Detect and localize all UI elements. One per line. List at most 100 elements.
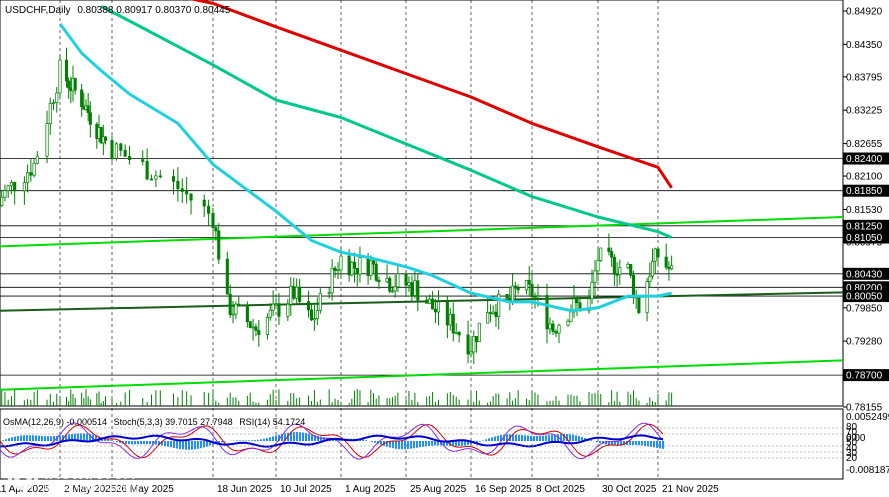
osma-bar (263, 438, 265, 441)
level-label: 0.80050 (846, 292, 883, 303)
osma-bar (29, 435, 31, 441)
candle-body (513, 285, 517, 289)
osma-bar (431, 441, 433, 446)
osma-bar (632, 441, 634, 446)
horizontal-levels (0, 158, 843, 376)
osma-bar (533, 435, 535, 441)
osma-bar (299, 432, 301, 441)
candle-body (6, 185, 10, 191)
osma-bar (317, 435, 319, 441)
osma-bar (2, 440, 4, 441)
osma-bar (503, 434, 505, 441)
level-label: 0.81850 (846, 186, 883, 197)
candle-body (228, 293, 232, 315)
osma-bar (662, 441, 664, 449)
candle-body (587, 298, 591, 312)
osma-bar (536, 436, 538, 441)
candle-body (650, 260, 655, 277)
osma-bar (380, 441, 382, 445)
osma-bar (8, 438, 10, 441)
osma-bar (38, 435, 40, 441)
osma-bar (284, 433, 286, 441)
osma-bar (260, 439, 262, 441)
candle-body (457, 332, 461, 336)
candle-body (557, 324, 561, 334)
x-tick-label: 1 Aug 2025 (345, 484, 396, 495)
candle-body (407, 282, 411, 286)
candle-body (599, 247, 603, 261)
x-tick-label: 16 Sep 2025 (475, 484, 532, 495)
osma-bar (35, 435, 37, 441)
candle-body (9, 182, 13, 187)
osma-bar (86, 433, 88, 441)
ema50-line (58, 23, 672, 313)
osma-bar (491, 437, 493, 441)
osma-bar (485, 439, 487, 441)
osma-bar (575, 435, 577, 441)
osma-bar (521, 435, 523, 441)
osma-bar (374, 441, 376, 443)
osma-bar (194, 441, 196, 450)
candle-body (254, 326, 258, 331)
candle-body (545, 294, 549, 330)
level-label: 0.81250 (846, 221, 883, 232)
candle-body (358, 257, 362, 275)
osma-bar (557, 434, 559, 441)
osma-bar (548, 435, 550, 441)
osma-bar (146, 441, 148, 445)
candle-body (451, 313, 455, 334)
candle-body (554, 331, 558, 334)
osma-bar (80, 433, 82, 441)
candle-body (533, 296, 537, 299)
candle-body (32, 162, 36, 176)
candle-body (330, 267, 334, 294)
osma-bar (65, 434, 67, 441)
osma-bar (269, 437, 271, 441)
stoch-level-label: 60 (846, 432, 858, 443)
osma-histogram (2, 432, 664, 450)
candle-body (318, 292, 322, 311)
candle-body (472, 336, 476, 353)
candle-body (171, 176, 176, 182)
candle-body (141, 159, 145, 162)
osma-bar (14, 436, 16, 441)
osma-bar (266, 438, 268, 441)
candle-body (612, 256, 616, 275)
osma-bar (41, 435, 43, 441)
candle-body (374, 263, 378, 281)
osma-bar (158, 441, 160, 446)
candle-body (637, 296, 641, 313)
candle-body (86, 105, 90, 114)
osma-bar (125, 441, 127, 444)
osma-bar (191, 441, 193, 450)
candle-body (180, 188, 184, 192)
candle-body (211, 212, 215, 228)
osma-bar (566, 434, 568, 441)
osma-bar (647, 441, 649, 447)
osma-bar (257, 439, 259, 441)
osma-bar (323, 437, 325, 441)
osma-bar (149, 441, 151, 445)
candle-body (377, 279, 381, 283)
channel-line (0, 291, 844, 312)
candle-body (497, 293, 501, 317)
osma-bar (605, 441, 607, 445)
osma-bar (638, 441, 640, 446)
osma-bar (614, 441, 616, 446)
osma-bar (197, 441, 199, 449)
osma-bar (218, 441, 220, 443)
osma-bar (599, 441, 601, 444)
y-tick-label: 0.82655 (846, 139, 883, 150)
candle-body (268, 309, 272, 318)
candle-body (312, 318, 316, 321)
osma-bar (17, 435, 19, 441)
candle-body (336, 269, 340, 272)
candle-body (327, 292, 331, 295)
candle-body (433, 308, 438, 313)
osma-bar (152, 441, 154, 445)
osma-bar (623, 441, 625, 446)
osma-bar (107, 439, 109, 441)
candle-body (575, 298, 579, 304)
